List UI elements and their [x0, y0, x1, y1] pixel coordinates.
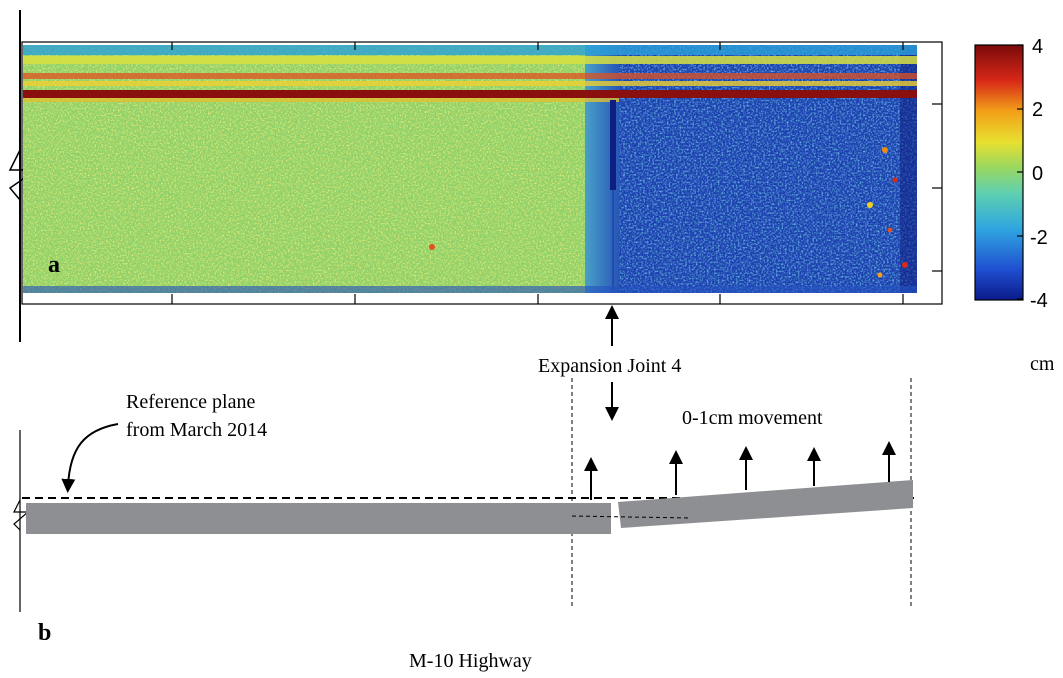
heatmap-right-texture [619, 45, 917, 293]
heatmap-ticks [171, 42, 942, 304]
colorbar-tick-2: 2 [1032, 99, 1043, 121]
colorbar-tick-neg4: -4 [1030, 290, 1048, 312]
colorbar-tick-4: 4 [1032, 36, 1043, 58]
figure-caption: M-10 Highway [409, 650, 532, 672]
panel-a: a [8, 10, 943, 342]
slab-left [26, 503, 611, 534]
slab-right-tilted [618, 480, 913, 528]
panel-b-label: b [38, 620, 51, 646]
colorbar-gradient [974, 44, 1024, 301]
colorbar-tick-0: 0 [1032, 163, 1043, 185]
panel-b: Reference plane from March 2014 0-1cm mo… [13, 378, 915, 646]
movement-text: 0-1cm movement [682, 407, 823, 429]
colorbar-unit: cm [1030, 353, 1055, 375]
stripe-red [23, 90, 917, 98]
reference-text-line2: from March 2014 [126, 419, 267, 441]
reference-curved-arrow-icon [61, 423, 119, 493]
joint-crack [610, 100, 616, 190]
colorbar: 4 2 0 -2 -4 cm [974, 36, 1055, 375]
stripe-top-cyan [23, 45, 917, 55]
reference-text-line1: Reference plane [126, 391, 255, 413]
joint-label: Expansion Joint 4 [538, 355, 681, 377]
panel-a-label: a [48, 252, 60, 278]
expansion-joint-annotation: Expansion Joint 4 [538, 305, 681, 421]
displacement-heatmap [23, 45, 917, 293]
original-slab-level [571, 515, 691, 519]
movement-arrows [584, 441, 896, 500]
colorbar-tick-neg2: -2 [1030, 227, 1048, 249]
stripe-yellow [23, 56, 917, 64]
heatmap-frame [21, 41, 943, 305]
break-mark-b [13, 499, 30, 531]
stripe-orange [23, 73, 917, 79]
heatmap-left-texture [23, 45, 619, 293]
hotspot [882, 147, 888, 153]
